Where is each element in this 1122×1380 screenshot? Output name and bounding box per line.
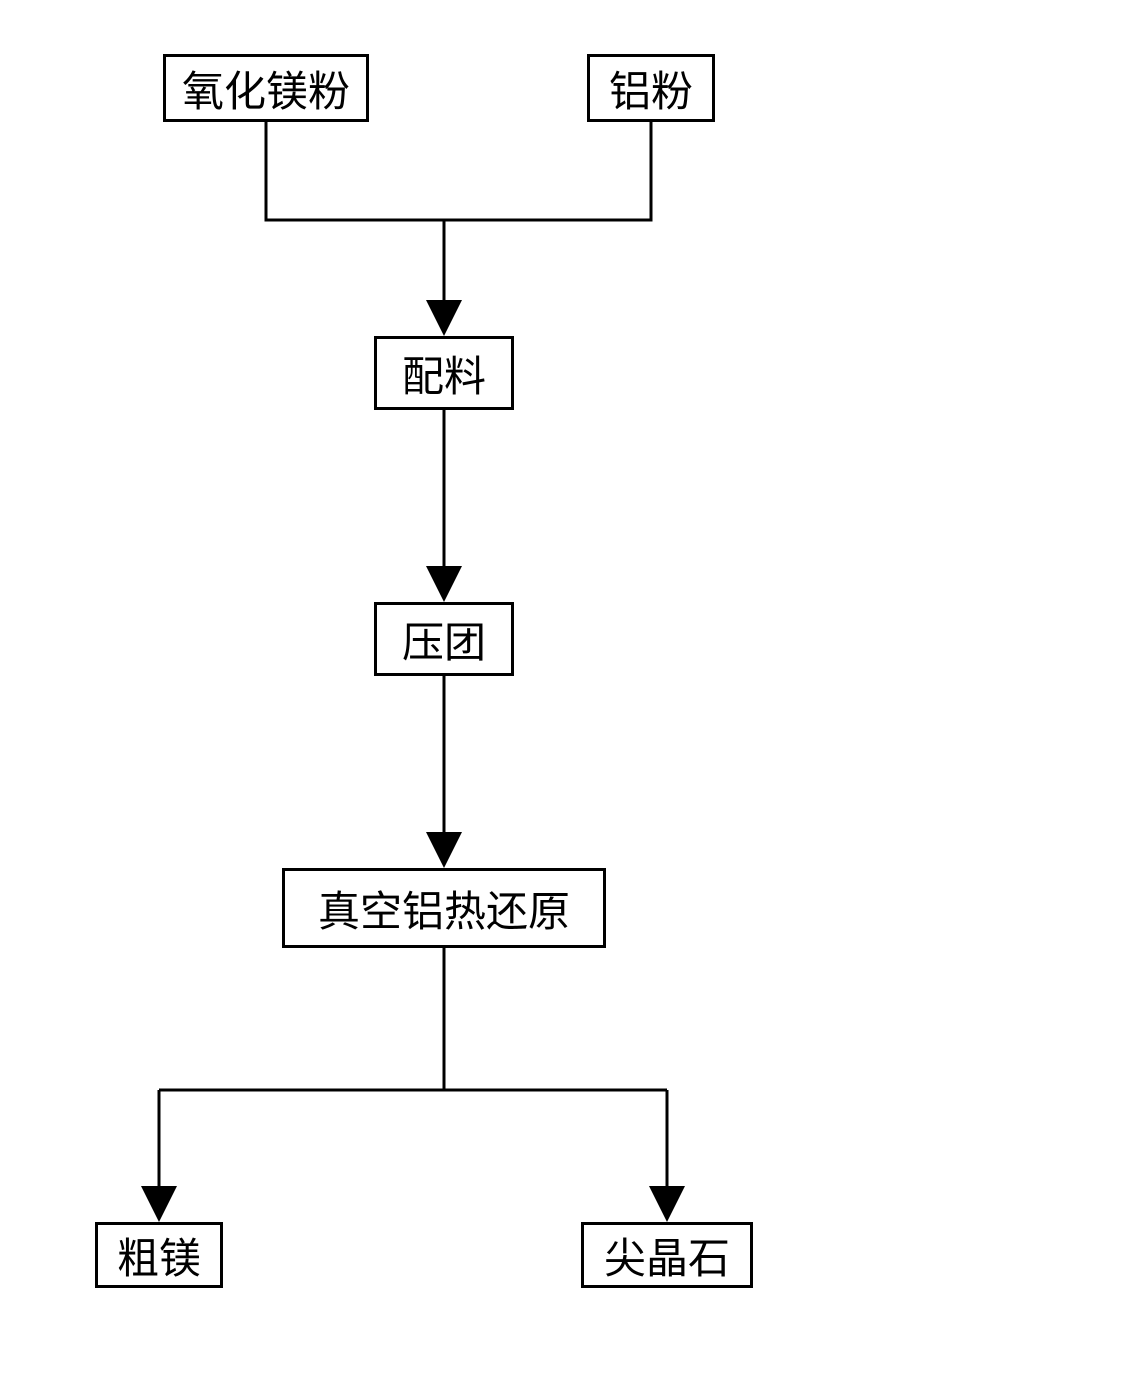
edge-split-outputs [0, 0, 1122, 1380]
